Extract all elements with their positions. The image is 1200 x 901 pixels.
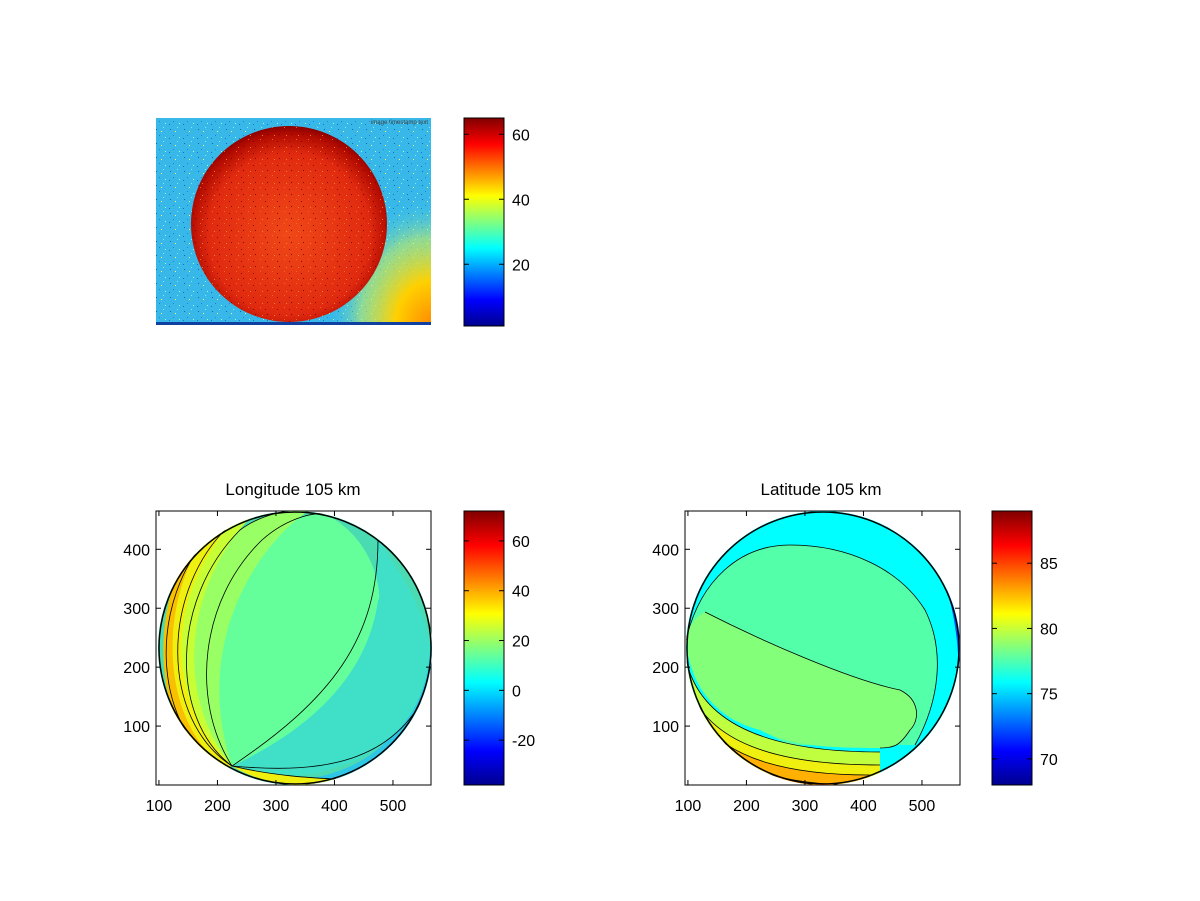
longitude-panel: Longitude 105 km [123,480,535,815]
longitude-x-tick-label: 200 [204,798,231,815]
colorbar-image-tick-label: 40 [512,192,530,209]
longitude-x-tick-label: 500 [380,798,407,815]
latitude-panel: Latitude 105 km [652,480,1058,815]
colorbar-latitude [991,510,1033,786]
longitude-y-tick-label: 400 [123,542,150,559]
colorbar-longitude-tick-label: -20 [512,733,535,750]
colorbar-longitude [463,510,505,786]
latitude-contours [686,511,960,785]
colorbar-latitude-tick-label: 80 [1040,621,1058,638]
latitude-x-tick-label: 200 [733,798,760,815]
longitude-x-tick-label: 300 [263,798,290,815]
latitude-title: Latitude 105 km [761,480,882,499]
latitude-x-tick-label: 100 [675,798,702,815]
raw-image-panel: image timestamp text 20 40 60 [156,117,530,327]
colorbar-latitude-tick-label: 70 [1040,752,1058,769]
colorbar-longitude-ticks: -20 0 20 40 60 [464,534,535,750]
colorbar-longitude-tick-label: 40 [512,584,530,601]
latitude-ticks: 100 200 300 400 500 100 200 300 400 [652,511,960,815]
latitude-x-tick-label: 400 [850,798,877,815]
colorbar-latitude-tick-label: 85 [1040,556,1058,573]
colorbar-longitude-tick-label: 60 [512,534,530,551]
latitude-y-tick-label: 300 [652,601,679,618]
colorbar-image [463,117,505,327]
colorbar-image-tick-label: 20 [512,257,530,274]
latitude-y-tick-label: 100 [652,719,679,736]
longitude-y-tick-label: 300 [123,601,150,618]
longitude-ticks: 100 200 300 400 500 100 200 300 400 [123,511,431,815]
latitude-x-tick-label: 500 [909,798,936,815]
longitude-title: Longitude 105 km [225,480,360,499]
colorbar-latitude-tick-label: 75 [1040,687,1058,704]
colorbar-longitude-tick-label: 0 [512,683,521,700]
latitude-x-tick-label: 300 [792,798,819,815]
colorbar-image-tick-label: 60 [512,127,530,144]
colorbar-image-ticks: 20 40 60 [464,127,530,274]
longitude-x-tick-label: 100 [146,798,173,815]
raw-image [156,118,431,325]
colorbar-longitude-tick-label: 20 [512,634,530,651]
longitude-y-tick-label: 100 [123,719,150,736]
image-watermark: image timestamp text [371,120,428,126]
longitude-contours [158,511,432,785]
latitude-y-tick-label: 400 [652,542,679,559]
longitude-y-tick-label: 200 [123,660,150,677]
latitude-y-tick-label: 200 [652,660,679,677]
longitude-x-tick-label: 400 [321,798,348,815]
colorbar-latitude-ticks: 70 75 80 85 [992,556,1058,769]
